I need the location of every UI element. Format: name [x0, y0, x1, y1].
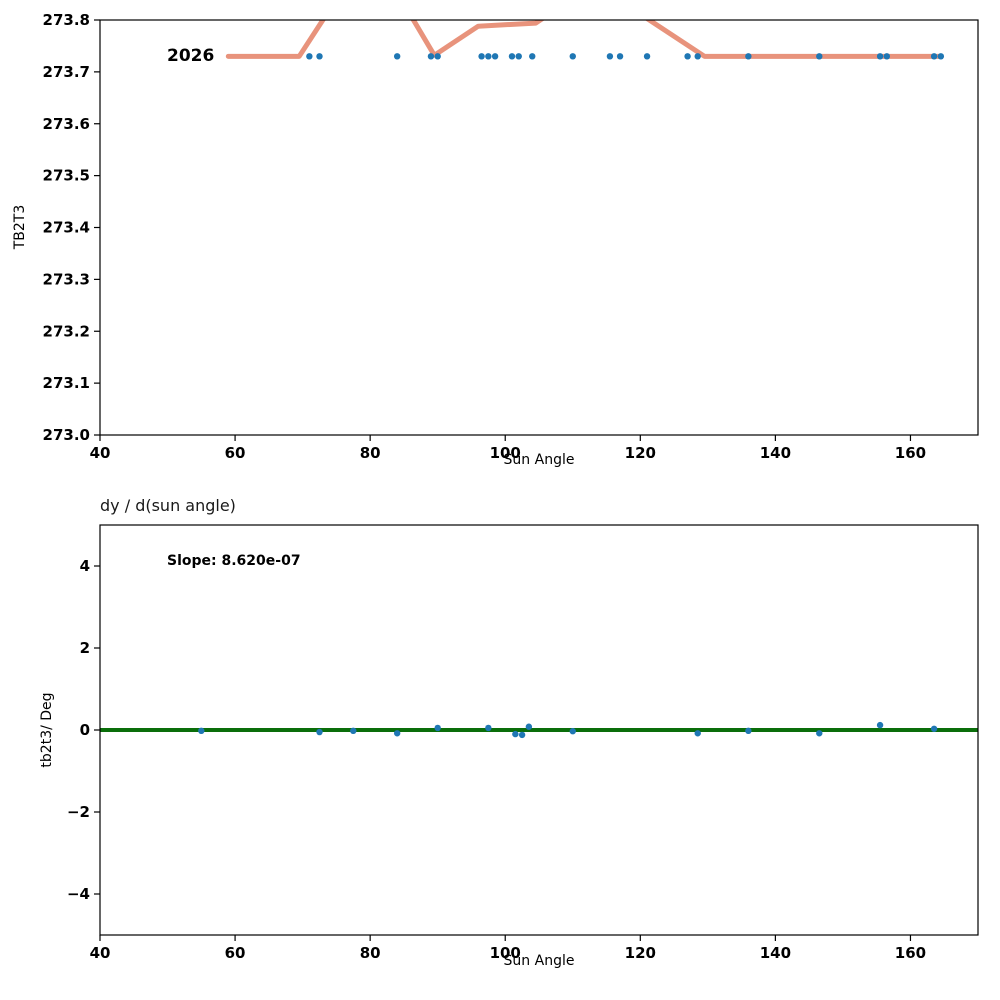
- top-y-axis-label: TB2T3: [12, 204, 28, 250]
- svg-text:273.0: 273.0: [43, 426, 90, 444]
- svg-text:273.2: 273.2: [43, 322, 90, 340]
- svg-text:160: 160: [895, 944, 926, 962]
- svg-text:273.1: 273.1: [43, 374, 90, 392]
- top-x-axis-label: Sun Angle: [503, 452, 575, 468]
- svg-text:−4: −4: [67, 885, 90, 903]
- svg-text:0: 0: [80, 721, 90, 739]
- svg-text:100: 100: [490, 444, 521, 462]
- svg-text:80: 80: [360, 444, 381, 462]
- svg-text:120: 120: [625, 444, 656, 462]
- year-annotation: 2026: [167, 46, 215, 66]
- svg-text:60: 60: [225, 944, 246, 962]
- svg-text:60: 60: [225, 444, 246, 462]
- bottom-chart-title: dy / d(sun angle): [100, 496, 236, 515]
- svg-text:40: 40: [90, 444, 111, 462]
- svg-text:273.8: 273.8: [43, 11, 90, 29]
- svg-text:273.4: 273.4: [43, 219, 90, 237]
- top-chart-canvas: 40 60 80 100 120 140 160 273.0 273.1 273.2 273.3 27…: [43, 11, 979, 462]
- svg-text:100: 100: [490, 944, 521, 962]
- svg-text:40: 40: [90, 944, 111, 962]
- svg-text:273.7: 273.7: [43, 63, 90, 81]
- svg-text:140: 140: [760, 944, 791, 962]
- svg-text:−2: −2: [67, 803, 90, 821]
- svg-text:2: 2: [80, 639, 90, 657]
- svg-text:4: 4: [80, 557, 90, 575]
- bottom-x-axis-label: Sun Angle: [503, 953, 575, 969]
- svg-text:120: 120: [625, 944, 656, 962]
- svg-text:140: 140: [760, 444, 791, 462]
- bottom-y-axis-label: tb2t3/ Deg: [39, 692, 55, 768]
- svg-text:80: 80: [360, 944, 381, 962]
- svg-text:160: 160: [895, 444, 926, 462]
- svg-text:273.6: 273.6: [43, 115, 90, 133]
- svg-text:273.5: 273.5: [43, 167, 90, 185]
- bottom-chart-canvas: 40 60 80 100 120 140 160 −4 −2 0 2 4: [67, 524, 979, 962]
- svg-text:273.3: 273.3: [43, 270, 90, 288]
- slope-annotation: Slope: 8.620e-07: [167, 553, 301, 569]
